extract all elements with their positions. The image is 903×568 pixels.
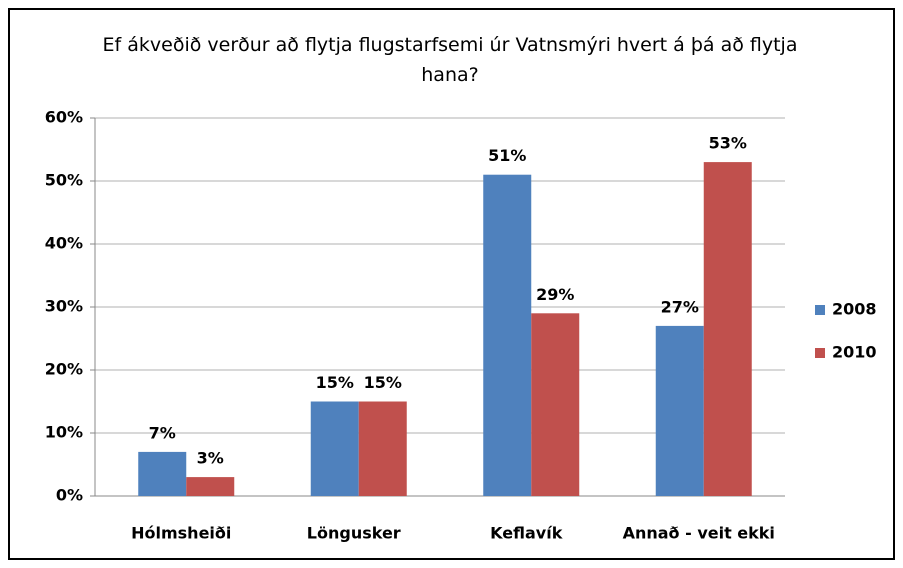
legend-label: 2010 (832, 343, 877, 362)
y-tick-label: 30% (45, 297, 83, 316)
bar (138, 451, 187, 496)
value-label: 7% (149, 423, 176, 442)
value-label: 27% (661, 297, 699, 316)
value-label: 29% (536, 285, 574, 304)
x-tick-label: Hólmsheiði (131, 524, 231, 543)
x-tick-label: Löngusker (307, 524, 401, 543)
y-tick-label: 0% (56, 486, 83, 505)
y-tick-label: 60% (45, 108, 83, 127)
bar (186, 477, 235, 496)
legend-swatch (815, 305, 825, 315)
value-label: 51% (488, 146, 526, 165)
chart-title: Ef ákveðið verður að flytja flugstarfsem… (102, 34, 798, 86)
value-label: 53% (709, 134, 747, 153)
y-tick-label: 40% (45, 234, 83, 253)
value-label: 3% (197, 449, 224, 468)
bar (310, 401, 359, 496)
legend-swatch (815, 348, 825, 358)
bar (655, 325, 704, 496)
y-tick-label: 10% (45, 423, 83, 442)
y-tick-label: 50% (45, 171, 83, 190)
y-tick-label: 20% (45, 360, 83, 379)
legend-label: 2008 (832, 300, 877, 319)
value-label: 15% (316, 373, 354, 392)
value-label: 15% (364, 373, 402, 392)
x-tick-label: Annað - veit ekki (623, 524, 775, 543)
bar (531, 313, 580, 496)
bar (703, 162, 752, 496)
x-tick-label: Keflavík (490, 524, 563, 543)
bar (483, 174, 532, 496)
bar (358, 401, 407, 496)
